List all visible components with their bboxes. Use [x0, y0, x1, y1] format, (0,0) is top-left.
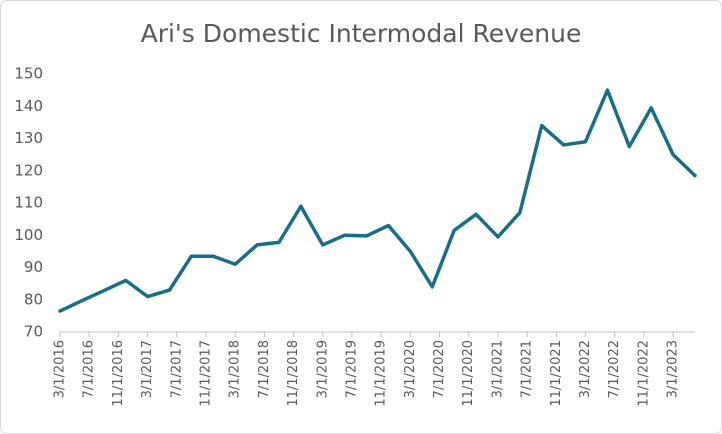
y-tick-label: 120: [14, 161, 43, 179]
x-tick-label: 7/1/2017: [169, 340, 184, 398]
x-tick-label: 3/1/2020: [403, 340, 418, 398]
y-tick-label: 90: [24, 258, 43, 276]
x-tick-label: 7/1/2021: [520, 340, 535, 398]
y-tick-label: 80: [24, 290, 43, 308]
x-tick-label: 7/1/2016: [82, 340, 97, 398]
x-tick-label: 3/1/2018: [228, 340, 243, 398]
x-tick-label: 7/1/2019: [344, 340, 359, 398]
x-tick-label: 11/1/2022: [636, 340, 651, 407]
x-tick-label: 11/1/2021: [549, 340, 564, 407]
x-tick-label: 3/1/2023: [666, 340, 681, 398]
x-tick-label: 3/1/2019: [315, 340, 330, 398]
x-tick-label: 11/1/2017: [198, 340, 213, 407]
x-tick-label: 11/1/2019: [374, 340, 389, 407]
y-tick-label: 110: [14, 194, 43, 212]
x-tick-label: 3/1/2021: [490, 340, 505, 398]
chart-title: Ari's Domestic Intermodal Revenue: [141, 19, 582, 48]
y-tick-label: 100: [14, 226, 43, 244]
x-tick-label: 3/1/2016: [53, 340, 68, 398]
y-tick-label: 150: [14, 65, 43, 83]
data-line: [58, 88, 697, 313]
x-tick-label: 3/1/2017: [140, 340, 155, 398]
y-tick-label: 140: [14, 97, 43, 115]
y-tick-label: 130: [14, 129, 43, 147]
y-tick-label: 70: [24, 323, 43, 341]
x-tick-label: 7/1/2022: [607, 340, 622, 398]
x-tick-label: 7/1/2020: [432, 340, 447, 398]
x-tick-label: 11/1/2020: [461, 340, 476, 407]
x-tick-label: 3/1/2022: [578, 340, 593, 398]
x-tick-label: 11/1/2016: [111, 340, 126, 407]
x-tick-label: 7/1/2018: [257, 340, 272, 398]
x-tick-label: 11/1/2018: [286, 340, 301, 407]
